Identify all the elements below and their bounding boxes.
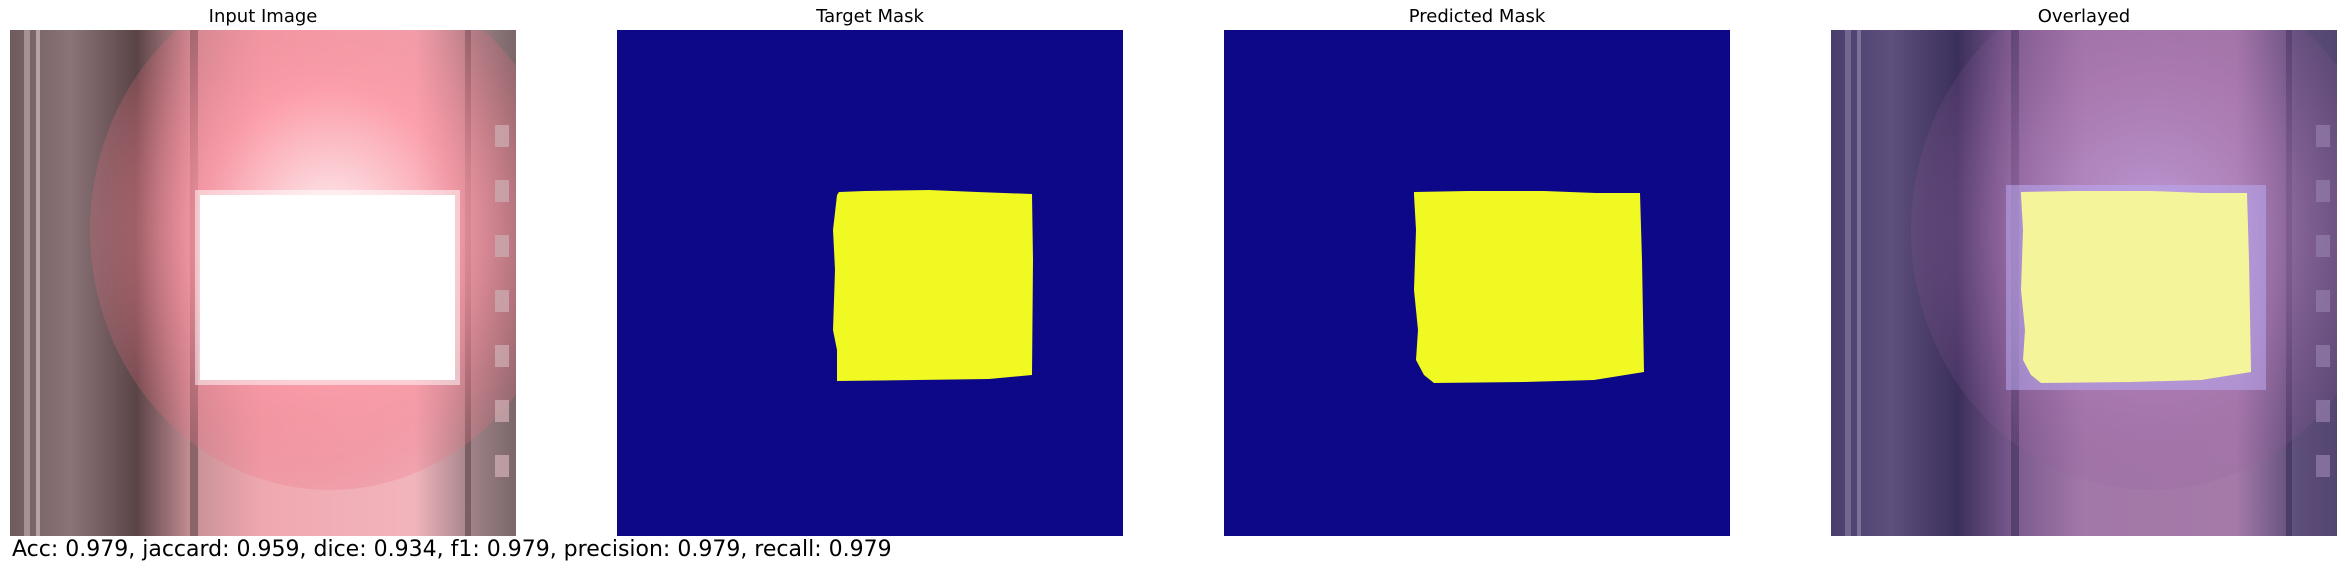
predicted-mask-image xyxy=(1224,30,1730,536)
overlayed-panel: Overlayed xyxy=(1831,0,2337,540)
predicted-mask-title: Predicted Mask xyxy=(1224,6,1730,28)
target-mask-image xyxy=(617,30,1123,536)
overlayed-title: Overlayed xyxy=(1831,6,2337,28)
input-image xyxy=(10,30,516,536)
target-mask-title: Target Mask xyxy=(617,6,1123,28)
metrics-caption: Acc: 0.979, jaccard: 0.959, dice: 0.934,… xyxy=(12,536,892,564)
predicted-mask-panel: Predicted Mask xyxy=(1224,0,1730,540)
overlayed-image xyxy=(1831,30,2337,536)
input-image-panel: Input Image xyxy=(10,0,516,540)
input-image-title: Input Image xyxy=(10,6,516,28)
target-mask-panel: Target Mask xyxy=(617,0,1123,540)
